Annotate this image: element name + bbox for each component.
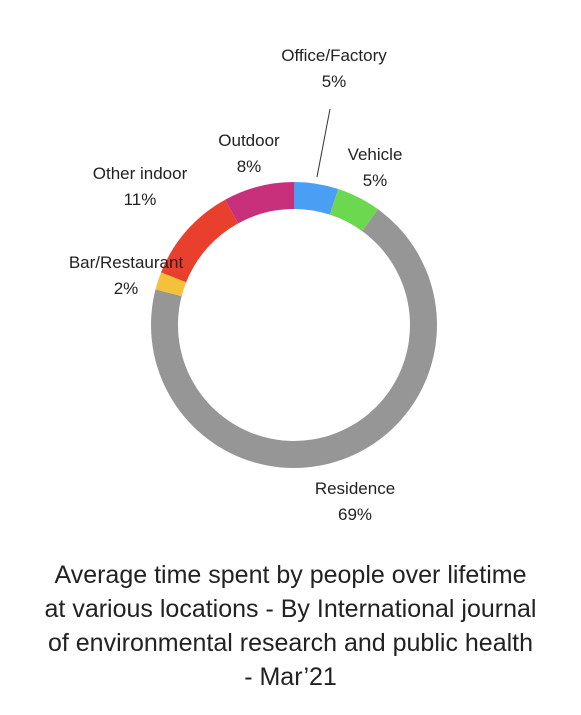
slice-office-factory	[294, 182, 339, 215]
caption-line: at various locations - By International …	[44, 595, 537, 623]
label-outdoor: Outdoor	[218, 131, 280, 150]
value-bar-restaurant: 2%	[114, 279, 139, 298]
chart-caption: Average time spent by people over lifeti…	[0, 558, 581, 694]
donut-slices	[150, 182, 437, 469]
caption-line: of environmental research and public hea…	[47, 629, 534, 657]
value-outdoor: 8%	[237, 157, 262, 176]
value-office-factory: 5%	[322, 72, 347, 91]
value-other-indoor: 11%	[124, 190, 157, 209]
slice-bar-restaurant	[155, 272, 187, 297]
slice-vehicle	[329, 188, 379, 232]
label-residence: Residence	[315, 479, 395, 498]
value-vehicle: 5%	[363, 171, 388, 190]
caption-line: Average time spent by people over lifeti…	[54, 561, 527, 589]
office-factory-leader-line	[316, 108, 331, 178]
label-office-factory: Office/Factory	[281, 46, 387, 65]
label-bar-restaurant: Bar/Restaurant	[69, 253, 184, 272]
caption-line: - Mar’21	[244, 663, 337, 691]
slice-outdoor	[225, 182, 294, 224]
value-residence: 69%	[338, 505, 372, 524]
slice-other-indoor	[161, 199, 239, 283]
label-other-indoor: Other indoor	[93, 164, 188, 183]
donut-chart: Office/Factory 5% Vehicle 5% Residence 6…	[69, 46, 437, 524]
label-vehicle: Vehicle	[348, 145, 403, 164]
